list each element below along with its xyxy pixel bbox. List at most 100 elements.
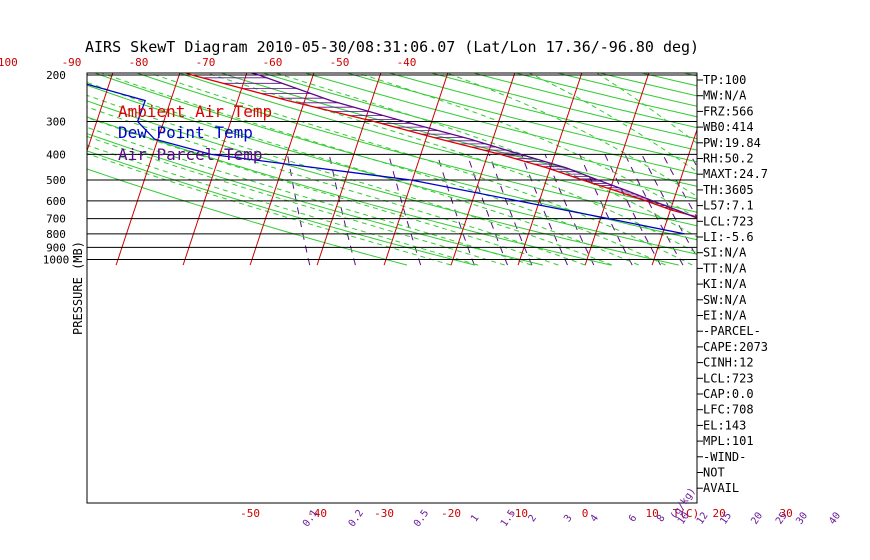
index-label: LI:-5.6 <box>703 230 754 244</box>
mixing-ratio-line <box>760 154 835 265</box>
mixing-ratio-line <box>488 154 533 266</box>
pressure-tick-label: 400 <box>46 148 66 161</box>
mixing-ratio-tick-label: 4 <box>589 513 601 524</box>
top-temperature-ticks: -120-110-100-90-80-70-60-50-40 <box>0 56 416 69</box>
legend-item-dewpoint: Dew Point Temp <box>118 123 253 142</box>
isotherm-line <box>786 0 870 265</box>
index-label: TT:N/A <box>703 261 747 275</box>
isotherm-line <box>182 73 248 266</box>
dry-adiabat-line <box>303 73 697 175</box>
isotherm-line <box>115 73 181 266</box>
dry-adiabat-line <box>387 73 697 151</box>
pressure-tick-label: 800 <box>46 228 66 241</box>
index-label: PW:19.84 <box>703 136 761 150</box>
mixing-ratio-line <box>521 154 568 266</box>
index-label: EL:143 <box>703 418 746 432</box>
dry-adiabat-line <box>93 73 697 241</box>
bottom-temperature-tick-label: -30 <box>374 507 394 520</box>
dry-adiabat-line <box>135 73 697 227</box>
index-label: EI:N/A <box>703 309 747 323</box>
isotherm-line <box>316 73 382 266</box>
mixing-ratio-tick-label: 0.2 <box>347 508 366 529</box>
pressure-tick-label: 200 <box>46 69 66 82</box>
isotherm-line <box>87 73 114 153</box>
mixing-ratio-line <box>624 154 684 266</box>
index-label: LFC:708 <box>703 403 754 417</box>
mixing-ratio-line <box>328 154 356 266</box>
mixing-ratio-tick-label: 6 <box>627 513 639 524</box>
dry-adiabat-line <box>87 133 544 266</box>
bottom-temperature-ticks: -50 -40 -30 -20 -10 0 10 20 30 T(C) <box>240 507 793 520</box>
dry-adiabat-line <box>87 150 476 266</box>
sounding-line-1 <box>87 83 685 235</box>
dry-adiabat-line <box>345 73 697 163</box>
mixing-ratio-tick-label: 8 <box>655 513 667 524</box>
top-temperature-tick-label: -60 <box>263 56 283 69</box>
bottom-temperature-tick-label: 20 <box>712 507 725 520</box>
top-temperature-tick-label: -90 <box>62 56 82 69</box>
top-temperature-tick-label: -40 <box>397 56 417 69</box>
index-label: CINH:12 <box>703 356 754 370</box>
legend: Ambient Air Temp Dew Point Temp Air Parc… <box>118 102 272 164</box>
bottom-temperature-tick-label: 10 <box>645 507 658 520</box>
mixing-ratio-line <box>436 154 475 266</box>
pressure-tick-label: 1000 <box>43 254 70 267</box>
bottom-temperature-tick-label: -20 <box>441 507 461 520</box>
index-label: SW:N/A <box>703 293 747 307</box>
isotherm-line <box>584 73 650 266</box>
mixing-ratio-tick-label: 40 <box>827 510 843 526</box>
pressure-tick-label: 300 <box>46 116 66 129</box>
index-label: LCL:723 <box>703 371 754 385</box>
index-label: TH:3605 <box>703 183 754 197</box>
dry-adiabat-line <box>87 100 679 266</box>
isotherm-line <box>450 73 516 266</box>
top-temperature-tick-label: -100 <box>0 56 18 69</box>
bottom-temperature-tick-label: -50 <box>240 507 260 520</box>
isotherm-line <box>249 73 315 266</box>
index-label: CAP:0.0 <box>703 387 754 401</box>
index-label: MPL:101 <box>703 434 754 448</box>
dry-adiabat-line <box>429 73 697 140</box>
pressure-tick-label: 100 <box>46 0 66 3</box>
dry-adiabat-line <box>219 73 697 200</box>
index-label: NOT <box>703 466 725 480</box>
chart-title: AIRS SkewT Diagram 2010-05-30/08:31:06.0… <box>85 38 699 56</box>
top-temperature-tick-label: -70 <box>196 56 216 69</box>
y-axis-label: PRESSURE (MB) <box>71 241 85 335</box>
bottom-temperature-tick-label: 30 <box>779 507 792 520</box>
mixing-ratio-line <box>544 154 595 266</box>
bottom-temperature-unit-label: T(C) <box>673 507 700 520</box>
pressure-tick-label: 600 <box>46 195 66 208</box>
mixing-ratio-line <box>604 154 661 266</box>
index-label: TP:100 <box>703 73 746 87</box>
plot-frame <box>86 72 698 504</box>
bottom-temperature-tick-label: -40 <box>307 507 327 520</box>
index-label: MW:N/A <box>703 89 747 103</box>
mixing-ratio-tick-label: 3 <box>562 513 574 524</box>
mixing-ratio-lines <box>287 154 835 266</box>
mixing-ratio-line <box>388 154 422 266</box>
index-label: LCL:723 <box>703 214 754 228</box>
index-label: L57:7.1 <box>703 199 754 213</box>
dry-adiabat-line <box>87 168 408 266</box>
mixing-ratio-tick-label: 30 <box>794 510 810 526</box>
dry-adiabat-line <box>471 73 697 129</box>
index-label: CAPE:2073 <box>703 340 768 354</box>
index-label: KI:N/A <box>703 277 747 291</box>
mixing-ratio-line <box>641 154 697 258</box>
legend-item-ambient: Ambient Air Temp <box>118 102 272 121</box>
isobars <box>87 74 697 260</box>
isotherm-line <box>853 0 870 265</box>
dry-adiabat-line <box>87 84 697 255</box>
index-label: RH:50.2 <box>703 152 754 166</box>
index-label: WB0:414 <box>703 120 754 134</box>
mixing-ratio-tick-label: 0.5 <box>412 508 431 529</box>
index-label: MAXT:24.7 <box>703 167 768 181</box>
dry-adiabat-line <box>177 73 697 213</box>
mixing-ratio-ticks: 0.1 0.2 0.5 1 1.5 2 3 4 6 8 10 12 15 20 25 30 40(g/kg) <box>301 486 843 529</box>
top-temperature-tick-label: -80 <box>129 56 149 69</box>
index-label: -PARCEL- <box>703 324 761 338</box>
index-label: -WIND- <box>703 450 746 464</box>
